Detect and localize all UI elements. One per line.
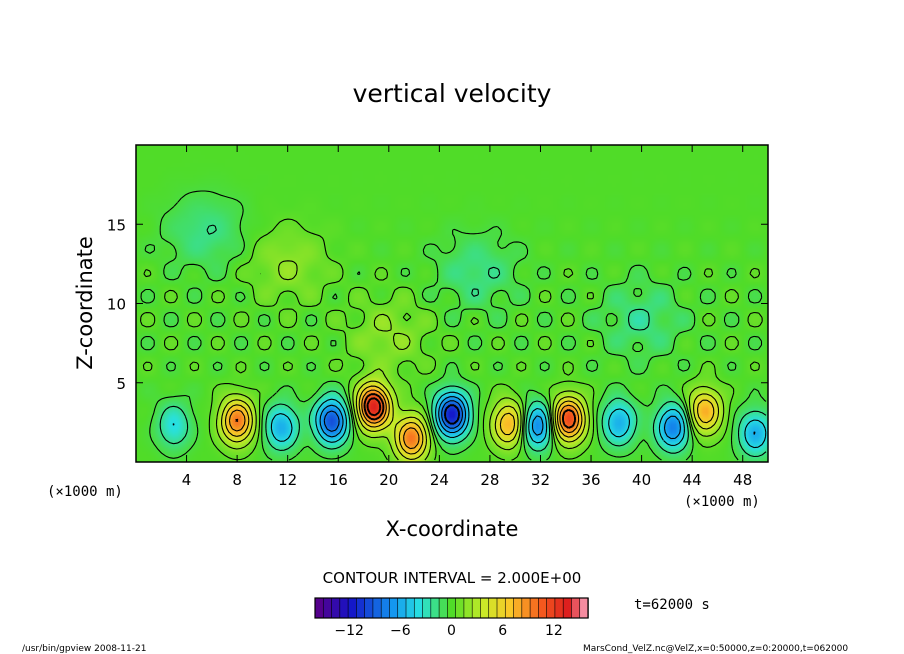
colorbar-swatch bbox=[389, 597, 399, 619]
contour-level bbox=[323, 400, 463, 432]
colorbar-swatch bbox=[331, 597, 341, 619]
contour-level bbox=[224, 385, 715, 455]
colorbar-tick-label: −12 bbox=[334, 623, 364, 639]
x-tick-label: 48 bbox=[733, 471, 752, 489]
x-tick-label: 12 bbox=[278, 471, 297, 489]
contour-level bbox=[319, 396, 756, 440]
colorbar-swatch bbox=[364, 597, 374, 619]
x-tick-label: 40 bbox=[632, 471, 651, 489]
colorbar-swatch bbox=[339, 597, 349, 619]
colorbar-swatch bbox=[562, 597, 573, 619]
footer-right: MarsCond_VelZ.nc@VelZ,x=0:50000,z=0:2000… bbox=[583, 644, 848, 654]
footer-left: /usr/bin/gpview 2008-11-21 bbox=[22, 644, 146, 654]
colorbar-swatch bbox=[521, 597, 531, 619]
contour-level bbox=[215, 260, 725, 461]
colorbar-swatch bbox=[447, 597, 457, 619]
velocity-field bbox=[136, 145, 768, 462]
colorbar-frame bbox=[314, 597, 589, 619]
colorbar-swatch bbox=[546, 597, 556, 619]
contour-level bbox=[159, 224, 767, 458]
x-tick-label: 8 bbox=[232, 471, 242, 489]
colorbar-swatch bbox=[347, 597, 358, 619]
colorbar-swatch bbox=[504, 597, 515, 619]
colorbar-tick-label: −6 bbox=[390, 623, 411, 639]
y-tick-label: 10 bbox=[107, 296, 126, 314]
x-unit-right: (×1000 m) bbox=[684, 494, 760, 510]
colorbar-swatch bbox=[529, 597, 540, 619]
colorbar-swatch bbox=[422, 597, 432, 619]
contour-level bbox=[172, 391, 767, 449]
contour-lines bbox=[140, 190, 767, 461]
x-axis-label: X-coordinate bbox=[386, 517, 519, 541]
chart-title: vertical velocity bbox=[353, 79, 552, 108]
colorbar-tick-label: 0 bbox=[447, 623, 456, 639]
x-tick-label: 28 bbox=[480, 471, 499, 489]
x-unit-left: (×1000 m) bbox=[47, 484, 123, 500]
colorbar-swatch bbox=[488, 597, 498, 619]
colorbar-swatch bbox=[579, 597, 589, 619]
colorbar-swatch bbox=[455, 597, 465, 619]
colorbar-swatch bbox=[463, 597, 473, 619]
contour-level bbox=[221, 380, 720, 460]
colorbar-swatch bbox=[405, 597, 415, 619]
colorbar-swatch bbox=[372, 597, 382, 619]
colorbar-swatch bbox=[438, 597, 449, 619]
colorbar: −12 −6 0 6 12 bbox=[314, 597, 589, 639]
colorbar-swatch bbox=[314, 597, 324, 619]
contour-level bbox=[140, 190, 767, 461]
contour-interval: CONTOUR INTERVAL = 2.000E+00 bbox=[323, 569, 582, 587]
y-axis-label: Z-coordinate bbox=[73, 236, 97, 370]
x-tick-label: 44 bbox=[683, 471, 702, 489]
contour-level bbox=[366, 397, 382, 417]
colorbar-swatch bbox=[322, 597, 333, 619]
x-tick-label: 24 bbox=[430, 471, 449, 489]
colorbar-swatch bbox=[554, 597, 564, 619]
colorbar-swatch bbox=[538, 597, 548, 619]
colorbar-tick-label: 6 bbox=[498, 623, 507, 639]
x-tick-label: 4 bbox=[182, 471, 192, 489]
colorbar-swatch bbox=[380, 597, 391, 619]
time-label: t=62000 s bbox=[634, 597, 710, 613]
colorbar-swatch bbox=[513, 597, 523, 619]
colorbar-swatch bbox=[430, 597, 440, 619]
x-tick-label: 20 bbox=[379, 471, 398, 489]
y-tick-label: 5 bbox=[116, 375, 126, 393]
contour-level bbox=[235, 393, 577, 429]
contour-level bbox=[228, 389, 580, 450]
y-axis-ticks: 5 10 15 bbox=[107, 216, 768, 393]
y-tick-label: 15 bbox=[107, 216, 126, 234]
colorbar-swatch bbox=[471, 597, 482, 619]
colorbar-tick-label: 12 bbox=[545, 623, 563, 639]
x-tick-label: 32 bbox=[531, 471, 550, 489]
contour-level bbox=[140, 218, 763, 461]
colorbar-swatch bbox=[397, 597, 407, 619]
x-tick-label: 36 bbox=[581, 471, 600, 489]
colorbar-swatch bbox=[571, 597, 581, 619]
colorbar-swatch bbox=[413, 597, 424, 619]
x-axis-ticks: 4 8 12 16 20 24 28 32 36 40 44 48 bbox=[182, 145, 752, 489]
colorbar-swatch bbox=[480, 597, 490, 619]
contour-level bbox=[444, 404, 460, 425]
colorbar-swatch bbox=[356, 597, 366, 619]
x-tick-label: 16 bbox=[329, 471, 348, 489]
colorbar-swatch bbox=[496, 597, 506, 619]
